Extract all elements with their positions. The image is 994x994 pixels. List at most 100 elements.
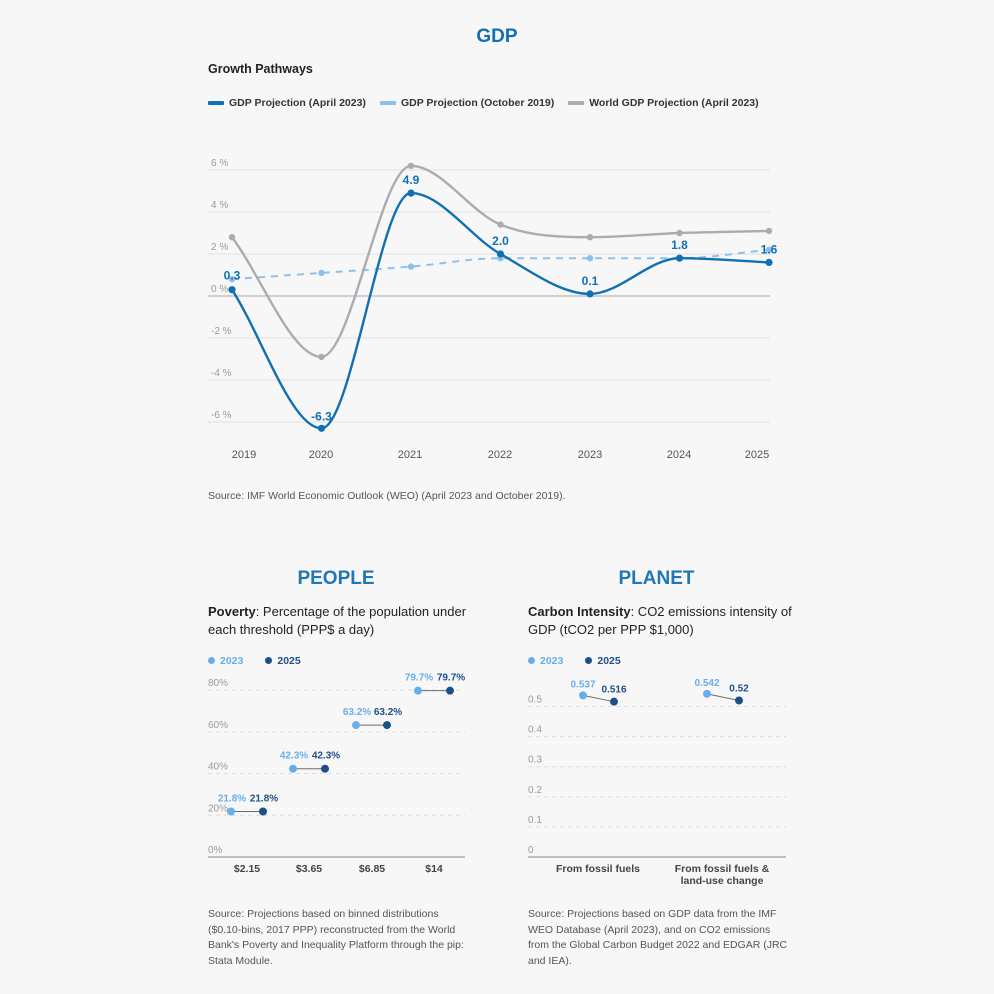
legend-dot-icon [265, 656, 273, 664]
data-label-2023: 42.3% [280, 751, 308, 762]
legend-item-2025[interactable]: 2025 [585, 655, 621, 667]
data-point [318, 269, 325, 277]
data-label: -6.3 [311, 409, 332, 423]
legend-label: 2025 [277, 655, 301, 667]
gdp-legend: GDP Projection (April 2023) GDP Projecti… [208, 97, 759, 109]
y-tick-label: 0.2 [528, 785, 542, 796]
y-tick-label: 60% [208, 720, 228, 731]
data-label-2025: 0.52 [729, 683, 749, 694]
legend-item-2023[interactable]: 2023 [208, 655, 243, 667]
data-point [496, 250, 505, 258]
data-point [497, 221, 504, 228]
people-subtitle-bold: Poverty [208, 604, 256, 619]
x-tick-label: 2023 [578, 449, 602, 461]
x-tick-label: $14 [425, 863, 443, 875]
y-tick-label: 0 % [211, 284, 228, 295]
x-tick-label: $3.65 [296, 863, 322, 875]
data-point-2023 [703, 689, 711, 698]
data-point-2025 [610, 697, 618, 706]
data-point [318, 353, 325, 361]
data-point-2025 [735, 696, 743, 705]
y-tick-label: 2 % [211, 242, 228, 253]
planet-subtitle-rest: : CO2 emissions intensity of GDP (tCO2 p… [528, 604, 792, 637]
legend-label: 2025 [597, 655, 621, 667]
data-label-2023: 79.7% [405, 673, 433, 684]
legend-item-2025[interactable]: 2025 [265, 655, 301, 667]
data-point [586, 290, 594, 298]
data-point [407, 263, 415, 270]
legend-swatch-icon [568, 101, 585, 105]
legend-item-2023[interactable]: 2023 [528, 655, 563, 667]
planet-chart-subtitle: Carbon Intensity: CO2 emissions intensit… [528, 603, 793, 638]
gdp-chart-subtitle: Growth Pathways [208, 62, 313, 76]
data-point [228, 276, 236, 283]
data-label-2025: 21.8% [250, 794, 278, 805]
legend-item-world-gdp[interactable]: World GDP Projection (April 2023) [568, 97, 759, 109]
x-tick-label: 2021 [398, 449, 422, 461]
data-label: 2.0 [492, 234, 509, 248]
legend-label: GDP Projection (October 2019) [400, 97, 555, 109]
legend-label: GDP Projection (April 2023) [229, 97, 366, 109]
legend-label: World GDP Projection (April 2023) [589, 97, 759, 109]
y-tick-label: -6 % [211, 410, 232, 421]
x-tick-label: 2022 [488, 449, 512, 461]
y-tick-label: 20% [208, 803, 228, 814]
dumbbell-connector [706, 693, 740, 701]
y-tick-label: 0 [528, 845, 534, 856]
y-tick-label: 0.3 [528, 755, 542, 766]
data-point-2025 [446, 686, 454, 695]
y-tick-label: -2 % [211, 326, 232, 337]
data-label: 0.1 [582, 274, 599, 288]
x-tick-label: From fossil fuels [556, 863, 640, 875]
x-tick-label: land-use change [681, 875, 764, 887]
data-point [675, 254, 684, 262]
data-label-2025: 79.7% [437, 673, 465, 684]
data-point [407, 189, 415, 197]
gdp-line-chart: -6 % -4 % -2 % 0 % 2 % 4 % 6 % 2019 2020 2021 2022… [208, 158, 778, 461]
planet-section-title: PLANET [618, 568, 695, 589]
data-label-2025: 63.2% [374, 707, 402, 718]
x-tick-label: 2020 [309, 449, 333, 461]
data-point [765, 258, 773, 266]
people-section-title: PEOPLE [297, 568, 375, 589]
gdp-source-note: Source: IMF World Economic Outlook (WEO)… [208, 490, 566, 502]
planet-legend: 2023 2025 [528, 655, 621, 667]
people-chart-subtitle: Poverty: Percentage of the population un… [208, 603, 473, 638]
data-label-2023: 0.542 [694, 678, 719, 689]
x-tick-label: 2025 [745, 449, 769, 461]
data-point-2025 [383, 721, 391, 730]
dumbbell-connector [582, 694, 615, 703]
y-tick-label: 0.4 [528, 725, 542, 736]
people-source-note: Source: Projections based on binned dist… [208, 908, 464, 967]
data-point-2025 [321, 764, 329, 773]
data-point [407, 162, 415, 169]
data-point-2023 [352, 721, 360, 730]
data-point [586, 234, 594, 241]
people-subtitle-rest: : Percentage of the population under eac… [208, 604, 467, 637]
legend-swatch-icon [208, 101, 224, 105]
y-tick-label: 80% [208, 678, 228, 689]
x-tick-label: $2.15 [234, 863, 260, 875]
y-tick-label: 0.1 [528, 815, 542, 826]
data-point [586, 255, 594, 262]
data-point-2025 [259, 807, 267, 816]
planet-subtitle-bold: Carbon Intensity [528, 604, 631, 619]
data-label-2025: 0.516 [601, 685, 626, 696]
y-tick-label: 40% [208, 762, 228, 773]
x-tick-label: 2024 [667, 449, 691, 461]
data-point-2023 [414, 686, 422, 695]
legend-dot-icon [208, 656, 215, 664]
legend-swatch-icon [379, 101, 396, 105]
data-point-2023 [579, 691, 587, 700]
legend-item-gdp-oct-2019[interactable]: GDP Projection (October 2019) [379, 97, 555, 109]
y-tick-label: -4 % [211, 368, 232, 379]
legend-label: 2023 [220, 655, 244, 667]
legend-dot-icon [528, 656, 535, 664]
data-point [765, 246, 773, 253]
legend-item-gdp-apr-2023[interactable]: GDP Projection (April 2023) [208, 97, 366, 109]
y-tick-label: 0% [208, 845, 223, 856]
planet-source-note: Source: Projections based on GDP data fr… [528, 908, 788, 967]
legend-label: 2023 [540, 655, 564, 667]
